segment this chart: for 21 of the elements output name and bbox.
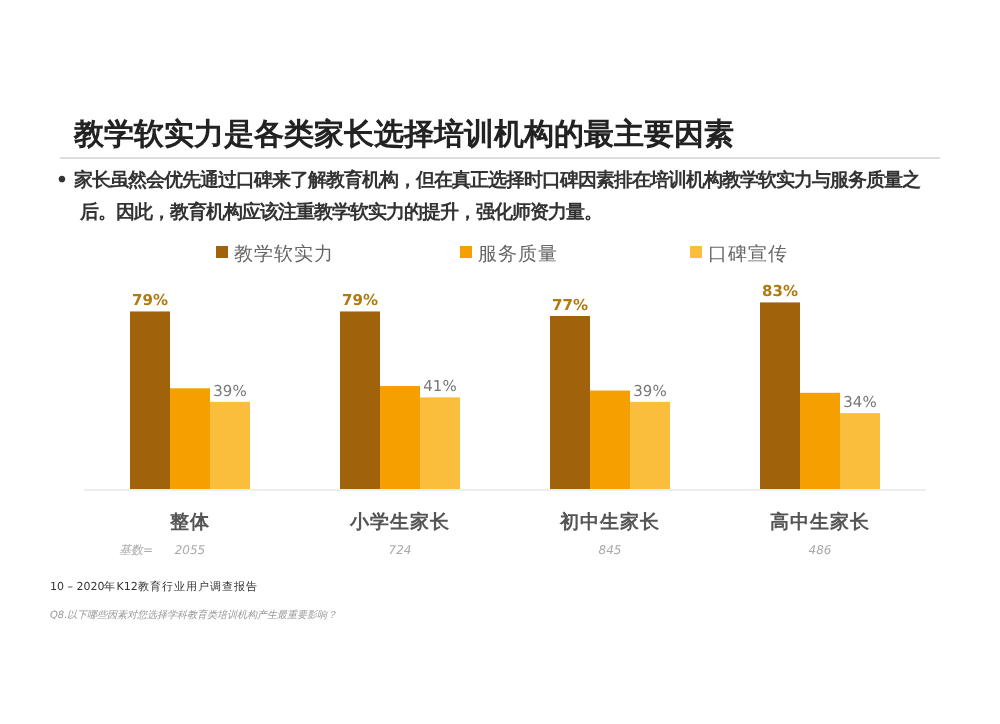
chart-subtitle: • 家长虽然会优先通过口碑来了解教育机构，但在真正选择时口碑因素排在培训机构教学软实力与服务质量之后。因此，教育机构应该注重教学软实力的提升，强化师资力量。 <box>56 168 921 224</box>
bar <box>840 413 880 490</box>
bar <box>590 390 630 490</box>
legend-label: 教学软实力 <box>234 242 334 266</box>
legend-label: 服务质量 <box>478 242 558 266</box>
x-tick-label: 初中生家长 <box>558 510 662 534</box>
bar <box>420 397 460 490</box>
x-tick-label: 小学生家长 <box>348 510 452 534</box>
x-tick-label: 整体 <box>168 510 212 534</box>
chart-title: 教学软实力是各类家长选择培训机构的最主要因素 <box>72 116 734 152</box>
x-tick-label: 高中生家长 <box>770 510 872 534</box>
bar <box>630 401 670 490</box>
bar <box>380 386 420 490</box>
bar <box>170 388 210 490</box>
bar <box>550 315 590 490</box>
bar <box>130 311 170 490</box>
bar <box>760 302 800 490</box>
bar <box>800 392 840 490</box>
legend-label: 口碑宣传 <box>708 242 788 266</box>
bar <box>210 401 250 490</box>
bar <box>340 311 380 490</box>
